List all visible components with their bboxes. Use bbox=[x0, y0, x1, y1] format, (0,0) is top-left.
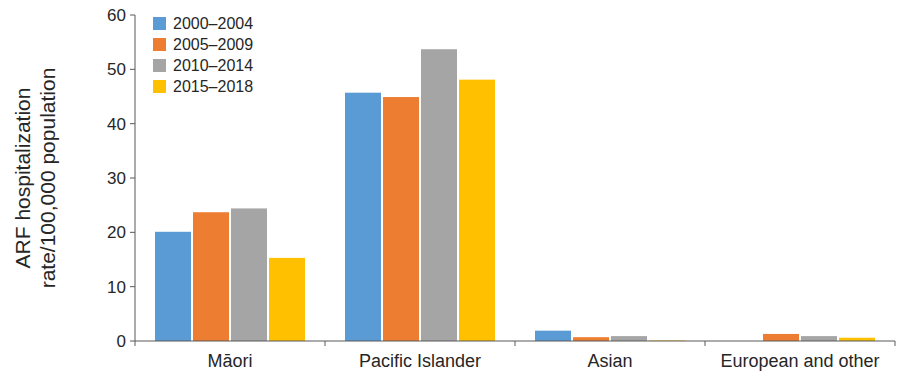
legend-swatch bbox=[153, 17, 166, 30]
bar bbox=[421, 49, 457, 341]
legend-label: 2005–2009 bbox=[173, 36, 253, 53]
legend-label: 2000–2004 bbox=[173, 15, 253, 32]
bar bbox=[345, 93, 381, 341]
legend-swatch bbox=[153, 38, 166, 51]
bar bbox=[459, 80, 495, 341]
bar bbox=[535, 331, 571, 341]
y-tick-label: 50 bbox=[107, 60, 126, 79]
legend: 2000–2004 2005–2009 2010–2014 2015–2018 bbox=[153, 15, 253, 95]
y-tick bbox=[130, 178, 135, 179]
bar bbox=[383, 97, 419, 341]
y-tick-label: 20 bbox=[107, 223, 126, 242]
bar bbox=[763, 334, 799, 341]
x-tick bbox=[135, 341, 136, 346]
bars bbox=[155, 49, 875, 341]
chart: 0 10 20 30 40 50 60 Māori Pacific Islander Asian E… bbox=[0, 0, 900, 380]
y-tick bbox=[130, 286, 135, 287]
legend-swatch bbox=[153, 59, 166, 72]
bar bbox=[155, 232, 191, 341]
x-tick bbox=[515, 341, 516, 346]
bar bbox=[269, 258, 305, 341]
y-axis-label: rate/100,000 population bbox=[36, 68, 59, 289]
y-tick bbox=[130, 232, 135, 233]
bar bbox=[801, 336, 837, 341]
y-tick-label: 10 bbox=[107, 278, 126, 297]
legend-swatch bbox=[153, 80, 166, 93]
legend-label: 2010–2014 bbox=[173, 57, 253, 74]
bar bbox=[573, 337, 609, 341]
bar bbox=[231, 208, 267, 341]
x-tick-label: Māori bbox=[207, 351, 252, 371]
legend-label: 2015–2018 bbox=[173, 78, 253, 95]
x-tick-label: Asian bbox=[587, 351, 632, 371]
x-tick bbox=[895, 341, 896, 346]
bar bbox=[193, 212, 229, 341]
y-tick-label: 30 bbox=[107, 169, 126, 188]
y-axis-label: ARF hospitalization bbox=[11, 88, 34, 269]
y-tick bbox=[130, 123, 135, 124]
x-tick-label: Pacific Islander bbox=[359, 351, 481, 371]
y-tick-label: 40 bbox=[107, 115, 126, 134]
y-tick-label: 0 bbox=[117, 332, 126, 351]
bar bbox=[611, 336, 647, 341]
y-tick-label: 60 bbox=[107, 6, 126, 25]
x-tick-label: European and other bbox=[720, 351, 879, 371]
x-tick bbox=[325, 341, 326, 346]
y-tick bbox=[130, 341, 135, 342]
y-tick bbox=[130, 69, 135, 70]
y-tick bbox=[130, 15, 135, 16]
x-tick bbox=[705, 341, 706, 346]
